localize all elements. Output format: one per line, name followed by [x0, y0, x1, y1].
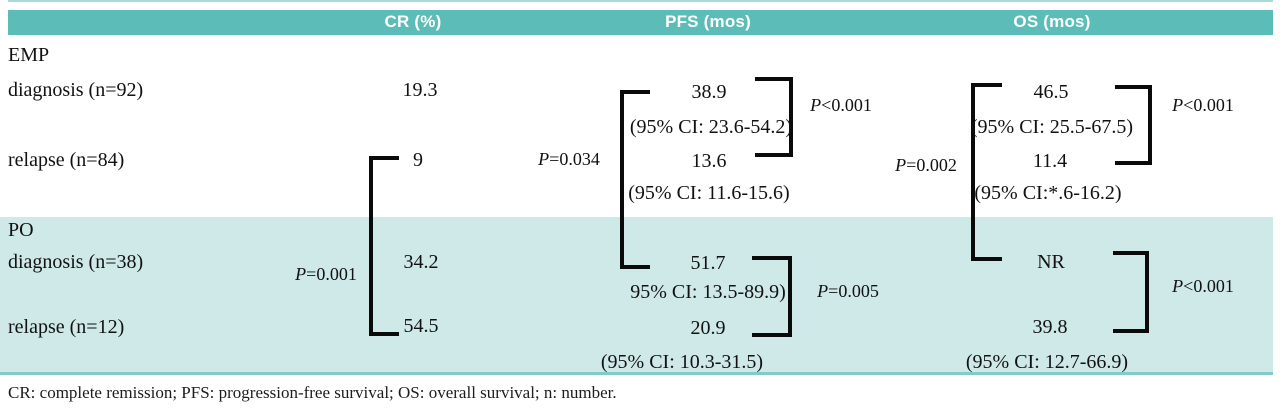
pfs-value-emp-diagnosis: 38.9	[691, 81, 727, 103]
pfs-ci-emp-diagnosis: (95% CI: 23.6-54.2)	[629, 116, 793, 138]
p-value-cr-relapse-emp-vs-po: P=0.001	[295, 264, 357, 284]
pfs-value-po-relapse: 20.9	[690, 317, 726, 339]
bracket-os-po-diagnosis-vs-relapse	[1113, 251, 1149, 333]
os-ci-emp-relapse: (95% CI:*.6-16.2)	[974, 182, 1122, 204]
p-value-os-po-diagnosis-vs-relapse: P<0.001	[1172, 276, 1234, 296]
os-value-po-diagnosis: NR	[1037, 251, 1065, 273]
cr-value-emp-relapse: 9	[413, 149, 423, 171]
row-label-po-diagnosis: diagnosis (n=38)	[8, 251, 144, 273]
os-value-emp-relapse: 11.4	[1032, 150, 1068, 172]
cr-value-po-relapse: 54.5	[403, 315, 439, 337]
os-ci-emp-diagnosis: (95% CI: 25.5-67.5)	[970, 116, 1134, 138]
pfs-ci-po-relapse: (95% CI: 10.3-31.5)	[600, 351, 764, 373]
bottom-separator-line	[0, 372, 1273, 375]
p-value-os-emp-diagnosis-vs-relapse: P<0.001	[1172, 95, 1234, 115]
column-header-pfs: PFS (mos)	[665, 12, 751, 31]
table-header-band	[8, 10, 1273, 35]
pfs-value-emp-relapse: 13.6	[691, 150, 727, 172]
pfs-ci-po-diagnosis: 95% CI: 13.5-89.9)	[630, 281, 786, 303]
bracket-pfs-emp-diagnosis-vs-relapse	[755, 77, 793, 157]
row-label-emp-diagnosis: diagnosis (n=92)	[8, 79, 144, 101]
footnote: CR: complete remission; PFS: progression…	[8, 383, 617, 402]
bracket-os-diagnosis-emp-vs-po	[971, 83, 1002, 261]
p-value-pfs-emp-diagnosis-vs-relapse: P<0.001	[810, 95, 872, 115]
pfs-value-po-diagnosis: 51.7	[690, 252, 726, 274]
column-header-cr: CR (%)	[384, 12, 442, 31]
bracket-cr-relapse-emp-vs-po	[369, 156, 399, 336]
p-value-os-diagnosis-emp-vs-po: P=0.002	[895, 155, 957, 175]
row-label-emp-relapse: relapse (n=84)	[8, 149, 125, 171]
po-section-background	[0, 217, 1273, 373]
cr-value-emp-diagnosis: 19.3	[402, 79, 438, 101]
p-value-pfs-po-diagnosis-vs-relapse: P=0.005	[817, 281, 879, 301]
os-value-emp-diagnosis: 46.5	[1033, 81, 1069, 103]
bracket-pfs-po-diagnosis-vs-relapse	[752, 256, 792, 337]
cr-value-po-diagnosis: 34.2	[403, 251, 439, 273]
row-label-po-relapse: relapse (n=12)	[8, 316, 125, 338]
pfs-ci-emp-relapse: (95% CI: 11.6-15.6)	[628, 182, 790, 204]
bracket-os-emp-diagnosis-vs-relapse	[1115, 85, 1152, 165]
top-border-line	[8, 0, 1273, 2]
p-value-pfs-diagnosis-emp-vs-po: P=0.034	[538, 149, 600, 169]
column-header-os: OS (mos)	[1013, 12, 1091, 31]
os-ci-po-relapse: (95% CI: 12.7-66.9)	[965, 351, 1129, 373]
section-label-po: PO	[8, 219, 34, 241]
section-label-emp: EMP	[8, 44, 50, 66]
bracket-pfs-diagnosis-emp-vs-po	[620, 90, 650, 269]
os-value-po-relapse: 39.8	[1032, 316, 1068, 338]
